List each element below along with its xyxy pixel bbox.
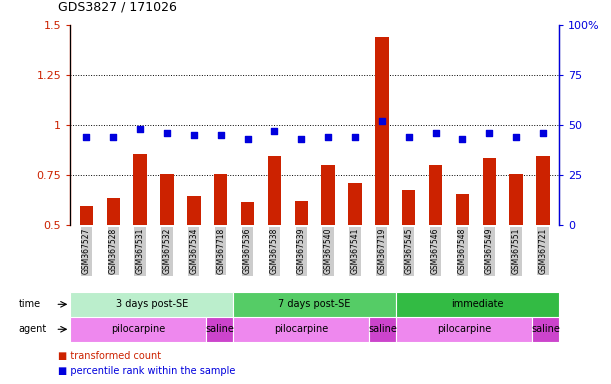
Text: GSM367531: GSM367531 <box>136 228 145 275</box>
Text: saline: saline <box>368 324 397 334</box>
Bar <box>106 198 120 225</box>
Text: GSM367545: GSM367545 <box>404 228 413 275</box>
Text: GSM367539: GSM367539 <box>297 228 306 275</box>
Point <box>538 130 548 136</box>
Bar <box>233 317 369 342</box>
Bar <box>321 165 335 225</box>
Bar <box>241 202 254 225</box>
Bar <box>375 37 389 225</box>
Bar <box>206 317 233 342</box>
Point <box>81 134 91 140</box>
Point <box>511 134 521 140</box>
Bar <box>79 206 93 225</box>
Point <box>189 132 199 138</box>
Text: GSM367718: GSM367718 <box>216 228 225 274</box>
Bar <box>456 194 469 225</box>
Point <box>377 118 387 124</box>
Point <box>296 136 306 142</box>
Point <box>243 136 252 142</box>
Point <box>162 130 172 136</box>
Bar <box>133 154 147 225</box>
Point <box>350 134 360 140</box>
Text: GSM367719: GSM367719 <box>378 228 386 275</box>
Point <box>216 132 225 138</box>
Text: GSM367546: GSM367546 <box>431 228 440 275</box>
Point <box>323 134 333 140</box>
Point <box>404 134 414 140</box>
Point <box>458 136 467 142</box>
Text: pilocarpine: pilocarpine <box>274 324 328 334</box>
Text: GSM367541: GSM367541 <box>351 228 359 275</box>
Text: GSM367527: GSM367527 <box>82 228 91 275</box>
Bar <box>483 158 496 225</box>
Bar <box>348 183 362 225</box>
Bar <box>396 292 559 317</box>
Bar <box>532 317 559 342</box>
Text: time: time <box>18 299 40 310</box>
Bar <box>536 156 550 225</box>
Text: GSM367551: GSM367551 <box>511 228 521 275</box>
Text: GSM367548: GSM367548 <box>458 228 467 275</box>
Text: ■ transformed count: ■ transformed count <box>58 351 161 361</box>
Text: GSM367534: GSM367534 <box>189 228 199 275</box>
Point <box>431 130 441 136</box>
Text: saline: saline <box>531 324 560 334</box>
Bar <box>429 165 442 225</box>
Bar <box>402 190 415 225</box>
Text: GSM367538: GSM367538 <box>270 228 279 275</box>
Text: GSM367536: GSM367536 <box>243 228 252 275</box>
Bar <box>233 292 396 317</box>
Text: 7 days post-SE: 7 days post-SE <box>279 299 351 310</box>
Bar <box>70 292 233 317</box>
Text: immediate: immediate <box>452 299 504 310</box>
Text: GSM367549: GSM367549 <box>485 228 494 275</box>
Bar <box>70 317 206 342</box>
Point <box>108 134 118 140</box>
Text: agent: agent <box>18 324 46 334</box>
Text: 3 days post-SE: 3 days post-SE <box>115 299 188 310</box>
Text: GSM367721: GSM367721 <box>538 228 547 274</box>
Text: GSM367528: GSM367528 <box>109 228 118 274</box>
Text: GDS3827 / 171026: GDS3827 / 171026 <box>58 0 177 13</box>
Bar <box>510 174 523 225</box>
Bar <box>160 174 174 225</box>
Bar <box>187 196 200 225</box>
Text: saline: saline <box>205 324 234 334</box>
Point <box>135 126 145 132</box>
Text: GSM367532: GSM367532 <box>163 228 172 275</box>
Bar <box>268 156 281 225</box>
Point <box>269 128 279 134</box>
Bar <box>214 174 227 225</box>
Text: ■ percentile rank within the sample: ■ percentile rank within the sample <box>58 366 235 376</box>
Bar <box>369 317 396 342</box>
Bar <box>295 201 308 225</box>
Text: pilocarpine: pilocarpine <box>111 324 166 334</box>
Text: pilocarpine: pilocarpine <box>437 324 491 334</box>
Bar <box>396 317 532 342</box>
Text: GSM367540: GSM367540 <box>324 228 332 275</box>
Point <box>485 130 494 136</box>
